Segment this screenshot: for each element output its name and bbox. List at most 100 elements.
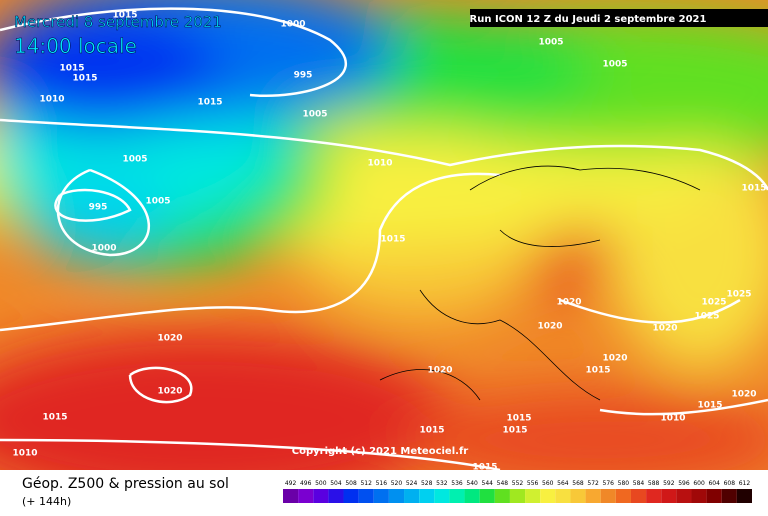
isobar-label: 1025	[694, 312, 719, 322]
legend-label: 564	[557, 480, 569, 487]
isobar-label: 1020	[157, 334, 182, 344]
legend-swatch	[691, 489, 707, 503]
legend-swatch	[358, 489, 374, 503]
isobar-label: 1025	[726, 290, 751, 300]
legend-label: 608	[724, 480, 736, 487]
legend-swatch	[464, 489, 480, 503]
isobar-label: 1015	[419, 426, 444, 436]
legend-label: 600	[693, 480, 705, 487]
isobar-label: 1015	[72, 74, 97, 84]
isobar-label: 1000	[280, 20, 305, 30]
legend-swatch	[721, 489, 737, 503]
legend-swatch	[555, 489, 571, 503]
isobar-label: 1010	[12, 449, 37, 459]
isobar-label: 1020	[537, 322, 562, 332]
legend-label: 612	[739, 480, 751, 487]
isobar-label: 1015	[472, 463, 497, 473]
run-info: Run ICON 12 Z du Jeudi 2 septembre 2021	[470, 14, 707, 25]
legend-swatch	[600, 489, 616, 503]
isobar-label: 1020	[427, 366, 452, 376]
legend-swatch	[328, 489, 344, 503]
legend-label: 576	[603, 480, 615, 487]
legend-swatch	[540, 489, 556, 503]
legend-label: 568	[572, 480, 584, 487]
footer-title: Géop. Z500 & pression au sol	[22, 476, 229, 492]
legend-label: 596	[678, 480, 690, 487]
isobar-label: 1000	[91, 244, 116, 254]
isobar-label: 1005	[145, 197, 170, 207]
coastlines	[379, 165, 701, 401]
legend-label: 556	[527, 480, 539, 487]
isobar-label: 1015	[59, 64, 84, 74]
legend-label: 544	[482, 480, 494, 487]
legend-swatch	[676, 489, 692, 503]
isobar-label: 1005	[602, 60, 627, 70]
isobar-label: 1020	[731, 390, 756, 400]
legend-swatch	[509, 489, 526, 503]
isobar-label: 1020	[652, 324, 677, 334]
isobar-label: 1020	[157, 387, 182, 397]
legend-label: 496	[300, 480, 312, 487]
legend-swatch	[343, 489, 359, 503]
legend-swatch	[388, 489, 405, 503]
legend-swatch	[449, 489, 465, 503]
legend-swatch	[434, 489, 450, 503]
legend-swatch	[419, 489, 435, 503]
legend-label: 536	[451, 480, 463, 487]
isobar-label: 1005	[538, 38, 563, 48]
legend-swatch	[646, 489, 662, 503]
legend-label: 492	[285, 480, 297, 487]
legend-label: 592	[663, 480, 675, 487]
isobar-label: 1015	[380, 235, 405, 245]
legend-label: 548	[497, 480, 509, 487]
isobar-label: 1015	[42, 413, 67, 423]
legend-swatch	[615, 489, 631, 503]
time: 14:00 locale	[14, 34, 137, 58]
legend: 492 496 500 504 508 512 516 520 524 528 532 536 540 5…	[283, 480, 752, 503]
isobar-label: 1015	[502, 426, 527, 436]
legend-swatch	[570, 489, 586, 503]
isobar-label: 1010	[39, 95, 64, 105]
legend-label: 572	[587, 480, 599, 487]
run-banner	[470, 9, 768, 27]
isobar-label: 1010	[367, 159, 392, 169]
legend-swatch	[585, 489, 601, 503]
isobar-label: 1005	[122, 155, 147, 165]
legend-label: 508	[345, 480, 357, 487]
legend-label: 604	[708, 480, 720, 487]
isobar-label: 1020	[556, 298, 581, 308]
isobar-label: 1015	[585, 366, 610, 376]
legend-label: 516	[376, 480, 388, 487]
legend-swatch	[373, 489, 389, 503]
legend-swatch	[479, 489, 495, 503]
isobar-label: 995	[89, 203, 108, 213]
legend-label: 528	[421, 480, 433, 487]
legend-label: 588	[648, 480, 660, 487]
isobar-label: 1005	[302, 110, 327, 120]
isobar-label: 1015	[697, 401, 722, 411]
date: Mercredi 8 septembre 2021	[14, 13, 222, 31]
legend-label: 560	[542, 480, 554, 487]
legend-swatch	[525, 489, 541, 503]
legend-label: 520	[391, 480, 403, 487]
legend-label: 504	[330, 480, 342, 487]
footer-lead: (+ 144h)	[22, 495, 71, 508]
legend-swatch	[298, 489, 314, 503]
isobar-label: 1015	[506, 414, 531, 424]
isobar-label: 1025	[701, 298, 726, 308]
legend-swatch	[661, 489, 677, 503]
copyright: Copyright (c) 2021 Meteociel.fr	[292, 446, 469, 457]
legend-swatch	[404, 489, 420, 503]
isobar-label: 1010	[660, 414, 685, 424]
legend-swatch	[706, 489, 722, 503]
legend-label: 532	[436, 480, 448, 487]
legend-label: 512	[360, 480, 372, 487]
legend-swatch	[283, 489, 299, 503]
legend-label: 524	[406, 480, 418, 487]
isobar-label: 1015	[112, 11, 137, 21]
legend-swatch	[736, 489, 752, 503]
legend-label: 552	[512, 480, 524, 487]
